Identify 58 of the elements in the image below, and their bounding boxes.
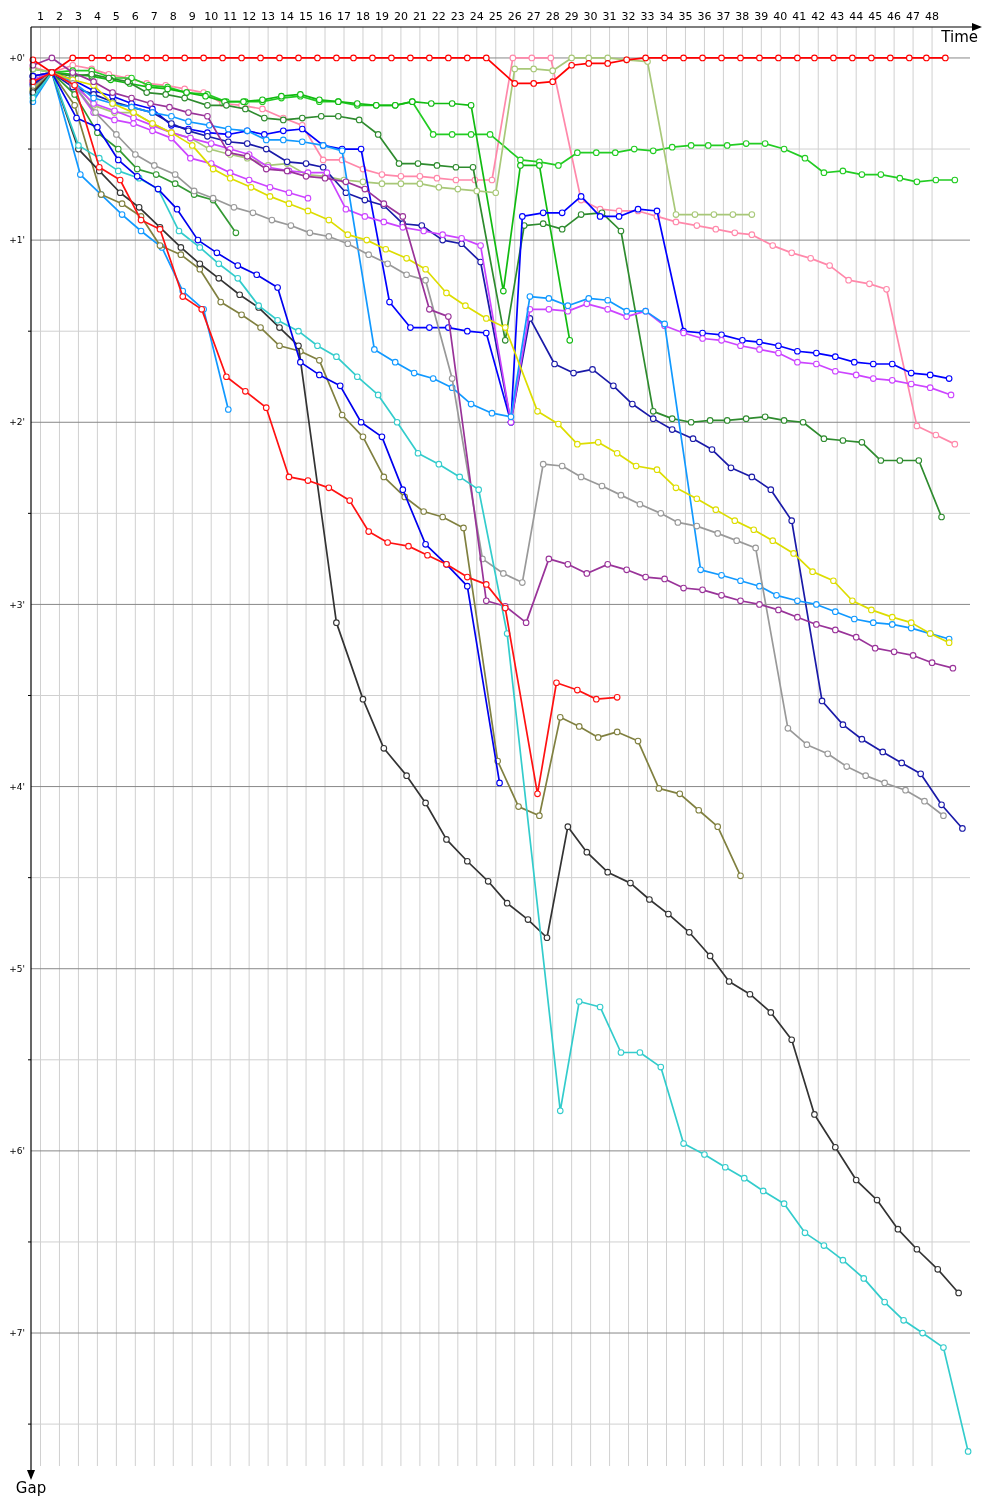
x-tick-label: 32	[621, 10, 636, 23]
x-tick-label: 44	[849, 10, 864, 23]
x-tick-label: 27	[526, 10, 541, 23]
x-tick-label: 38	[735, 10, 750, 23]
x-tick-label: 4	[93, 10, 101, 23]
x-tick-label: 47	[906, 10, 921, 23]
y-tick-label: +3'	[9, 599, 25, 610]
x-tick-label: 17	[337, 10, 351, 23]
x-tick-label: 18	[355, 10, 370, 23]
x-tick-label: 21	[412, 10, 427, 23]
x-tick-label: 28	[545, 10, 560, 23]
x-tick-label: 37	[716, 10, 731, 23]
x-tick-label: 3	[74, 10, 82, 23]
x-tick-label: 5	[112, 10, 120, 23]
x-tick-label: 10	[204, 10, 219, 23]
x-tick-label: 24	[469, 10, 484, 23]
y-tick-label: +6'	[9, 1146, 25, 1157]
y-tick-label: +4'	[9, 781, 25, 792]
x-tick-label: 8	[169, 10, 177, 23]
x-tick-label: 1	[36, 10, 44, 23]
x-tick-label: 15	[299, 10, 314, 23]
x-tick-label: 25	[488, 10, 503, 23]
x-tick-label: 12	[242, 10, 257, 23]
x-tick-label: 31	[602, 10, 617, 23]
x-tick-label: 9	[188, 10, 196, 23]
x-tick-label: 26	[507, 10, 522, 23]
x-tick-label: 35	[678, 10, 693, 23]
x-tick-label: 36	[697, 10, 712, 23]
x-tick-label: 16	[318, 10, 333, 23]
y-axis-title: Gap	[15, 1479, 47, 1497]
x-tick-label: 48	[925, 10, 940, 23]
x-tick-label: 45	[868, 10, 883, 23]
x-tick-label: 46	[887, 10, 902, 23]
x-axis-title: Time	[940, 28, 978, 46]
x-tick-label: 29	[564, 10, 579, 23]
x-tick-label: 43	[830, 10, 845, 23]
x-tick-label: 23	[450, 10, 465, 23]
x-tick-label: 22	[431, 10, 446, 23]
y-tick-label: +5'	[9, 963, 25, 974]
x-tick-label: 40	[773, 10, 788, 23]
x-tick-label: 20	[393, 10, 408, 23]
x-tick-label: 7	[150, 10, 158, 23]
y-tick-label: +0'	[9, 53, 25, 64]
y-tick-label: +2'	[9, 417, 25, 428]
x-tick-label: 14	[280, 10, 295, 23]
x-tick-label: 42	[811, 10, 826, 23]
x-tick-label: 39	[754, 10, 769, 23]
x-tick-label: 6	[131, 10, 139, 23]
x-tick-label: 41	[792, 10, 807, 23]
x-tick-label: 11	[223, 10, 238, 23]
x-tick-label: 19	[374, 10, 389, 23]
y-tick-label: +7'	[9, 1328, 25, 1339]
x-tick-label: 34	[659, 10, 674, 23]
x-tick-label: 13	[261, 10, 276, 23]
x-tick-label: 33	[640, 10, 655, 23]
x-tick-label: 2	[55, 10, 63, 23]
x-tick-label: 30	[583, 10, 598, 23]
y-tick-label: +1'	[9, 235, 25, 246]
